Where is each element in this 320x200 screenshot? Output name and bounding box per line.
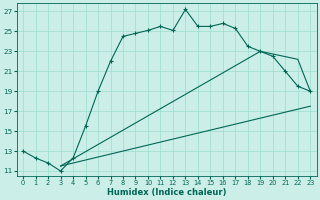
X-axis label: Humidex (Indice chaleur): Humidex (Indice chaleur) (107, 188, 227, 197)
